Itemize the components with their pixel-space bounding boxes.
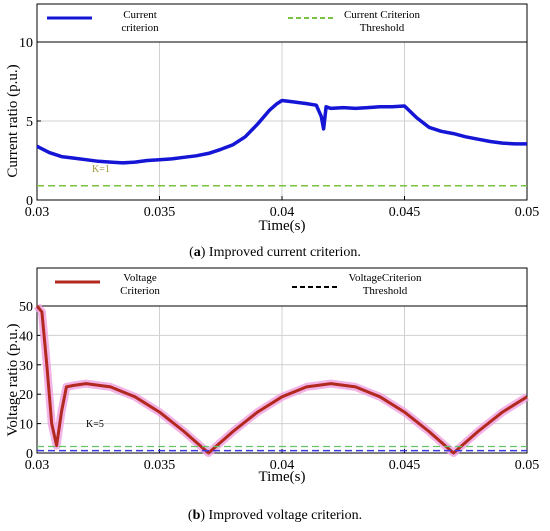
x-tick-label: 0.035	[144, 205, 176, 220]
x-tick-label: 0.04	[270, 205, 295, 220]
y-tick-label: 40	[19, 329, 33, 344]
x-tick-label: 0.045	[389, 458, 421, 473]
ylabel-a: Current ratio (p.u.)	[5, 64, 21, 177]
x-tick-label: 0.05	[515, 458, 540, 473]
x-tick-label: 0.045	[389, 205, 421, 220]
series-voltage-criterion	[35, 305, 528, 455]
series-current-criterion	[36, 98, 527, 165]
legend-b-voltage-label-2: Criterion	[120, 285, 160, 297]
legend-a-threshold-label-2: Threshold	[360, 22, 405, 34]
y-tick-label: 50	[19, 300, 33, 315]
legend-a-threshold-label-1: Current Criterion	[344, 9, 421, 21]
x-tick-label: 0.05	[515, 205, 540, 220]
legend-b-threshold-label-2: Threshold	[363, 285, 408, 297]
x-tick-label: 0.035	[144, 458, 176, 473]
caption-a: (a) Improved current criterion.	[189, 245, 361, 260]
caption-b: (b) Improved voltage criterion.	[187, 508, 363, 523]
annotation-k5: K=5	[86, 419, 104, 430]
y-tick-label: 5	[26, 115, 33, 130]
legend-box-a	[36, 3, 528, 43]
ylabel-b: Voltage ratio (p.u.)	[5, 323, 21, 436]
y-tick-label: 20	[19, 388, 33, 403]
x-tick-label: 0.03	[25, 205, 50, 220]
legend-a-current-label-2: criterion	[121, 22, 159, 34]
caption-b-text: Improved voltage criterion.	[205, 508, 363, 523]
legend-b-threshold-label-1: VoltageCriterion	[348, 272, 422, 284]
panel-a-current-chart: Current criterion Current Criterion Thre…	[5, 3, 540, 234]
legend-box-b	[36, 267, 528, 307]
y-tick-label: 10	[19, 36, 33, 51]
y-tick-label: 10	[19, 418, 33, 433]
xlabel-a: Time(s)	[259, 218, 306, 234]
annotation-k1: K=1	[92, 164, 110, 175]
caption-a-text: Improved current criterion.	[205, 245, 361, 260]
legend-b-voltage-label-1: Voltage	[123, 272, 157, 284]
y-tick-label: 0	[26, 194, 33, 209]
x-tick-label: 0.04	[270, 458, 295, 473]
xlabel-b: Time(s)	[259, 469, 306, 485]
x-tick-label: 0.03	[25, 458, 50, 473]
y-tick-label: 0	[26, 447, 33, 462]
caption-a-letter: a	[193, 245, 201, 260]
y-tick-label: 30	[19, 359, 33, 374]
legend-a-current-label-1: Current	[123, 9, 157, 21]
panel-b-voltage-chart: Voltage Criterion VoltageCriterion Thres…	[5, 267, 540, 485]
caption-b-letter: b	[192, 508, 201, 523]
